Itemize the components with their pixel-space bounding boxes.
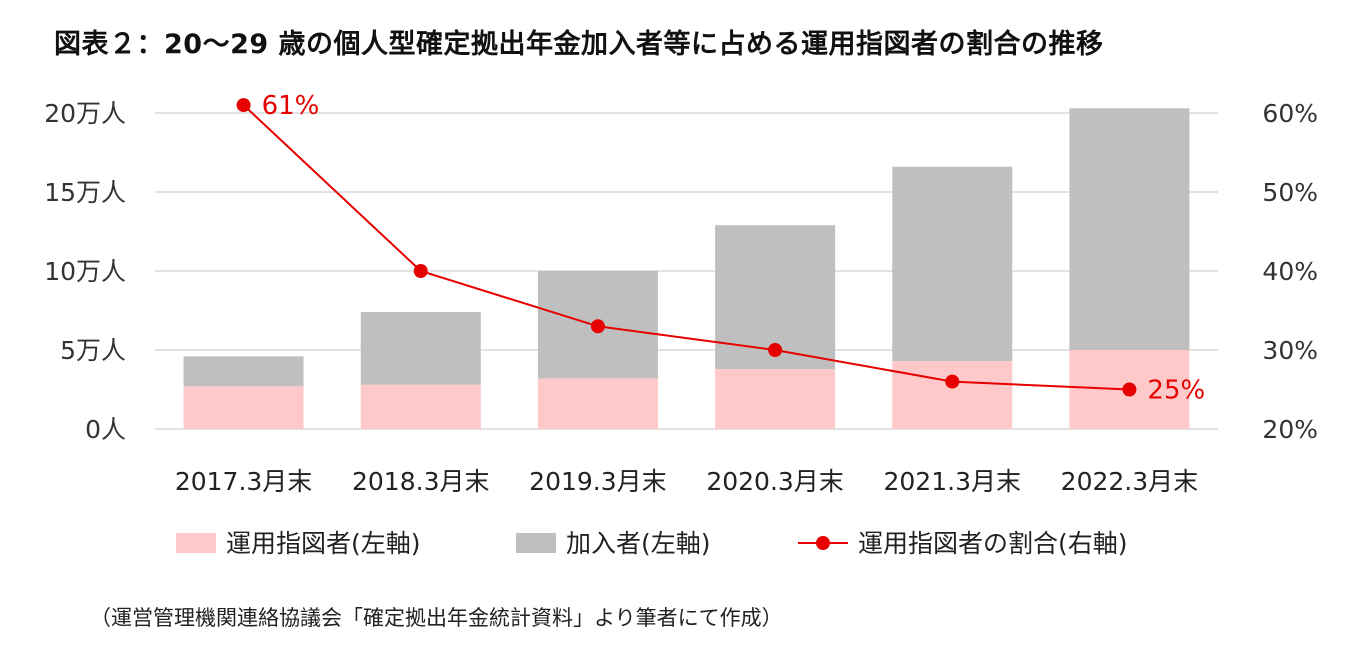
ratio-point xyxy=(945,374,960,389)
ratio-data-label: 61% xyxy=(262,91,320,121)
bar-instructors xyxy=(892,361,1013,429)
y-right-tick-label: 50% xyxy=(1262,178,1318,207)
y-right-tick-label: 40% xyxy=(1262,257,1318,286)
legend-marker-ratio xyxy=(816,536,830,550)
x-category-label: 2019.3月末 xyxy=(529,467,666,496)
legend-label-members: 加入者(左軸) xyxy=(566,529,711,558)
y-right-tick-label: 30% xyxy=(1262,336,1318,365)
ratio-data-label: 25% xyxy=(1147,376,1205,406)
ratio-point xyxy=(236,98,251,113)
axes: 0人 5万人 10万人 15万人 20万人 20% 30% 40% 50% 60% 2017.3月末… xyxy=(44,99,1318,496)
x-category-label: 2017.3月末 xyxy=(175,467,312,496)
chart-title: 図表２：20～29 歳の個人型確定拠出年金加入者等に占める運用指図者の割合の推移 xyxy=(54,29,1104,60)
ratio-line xyxy=(242,104,1130,391)
legend-swatch-members xyxy=(516,533,556,553)
y-right-tick-label: 60% xyxy=(1262,99,1318,128)
ratio-point xyxy=(590,319,605,334)
x-category-label: 2022.3月末 xyxy=(1061,467,1198,496)
legend-label-instructors: 運用指図者(左軸) xyxy=(226,529,421,558)
y-left-tick-label: 10万人 xyxy=(44,257,126,286)
x-category-label: 2018.3月末 xyxy=(352,467,489,496)
y-left-tick-label: 0人 xyxy=(85,415,126,444)
x-category-label: 2020.3月末 xyxy=(706,467,843,496)
legend-swatch-instructors xyxy=(176,533,216,553)
ratio-point xyxy=(768,343,783,357)
y-left-tick-label: 5万人 xyxy=(60,336,126,365)
y-left-tick-label: 20万人 xyxy=(44,99,126,128)
ratio-line-layer: 61% 25% xyxy=(236,91,1205,406)
bar-instructors xyxy=(537,378,658,429)
y-right-tick-label: 20% xyxy=(1262,415,1318,444)
bar-members xyxy=(892,166,1013,362)
bar-instructors xyxy=(183,386,304,429)
x-category-label: 2021.3月末 xyxy=(884,467,1021,496)
legend-label-ratio: 運用指図者の割合(右軸) xyxy=(858,529,1128,558)
legend: 運用指図者(左軸) 加入者(左軸) 運用指図者の割合(右軸) xyxy=(176,529,1128,558)
ratio-point xyxy=(413,264,428,278)
gridlines xyxy=(155,112,1218,430)
bars xyxy=(183,108,1190,429)
bar-members xyxy=(360,312,481,385)
bar-members xyxy=(183,356,304,387)
bar-instructors xyxy=(715,368,836,429)
y-left-tick-label: 15万人 xyxy=(44,178,126,207)
ratio-point xyxy=(1122,382,1137,397)
source-note: （運営管理機関連絡協議会「確定拠出年金統計資料」より筆者にて作成） xyxy=(90,606,783,630)
bar-members xyxy=(1069,108,1190,350)
bar-instructors xyxy=(360,384,481,429)
